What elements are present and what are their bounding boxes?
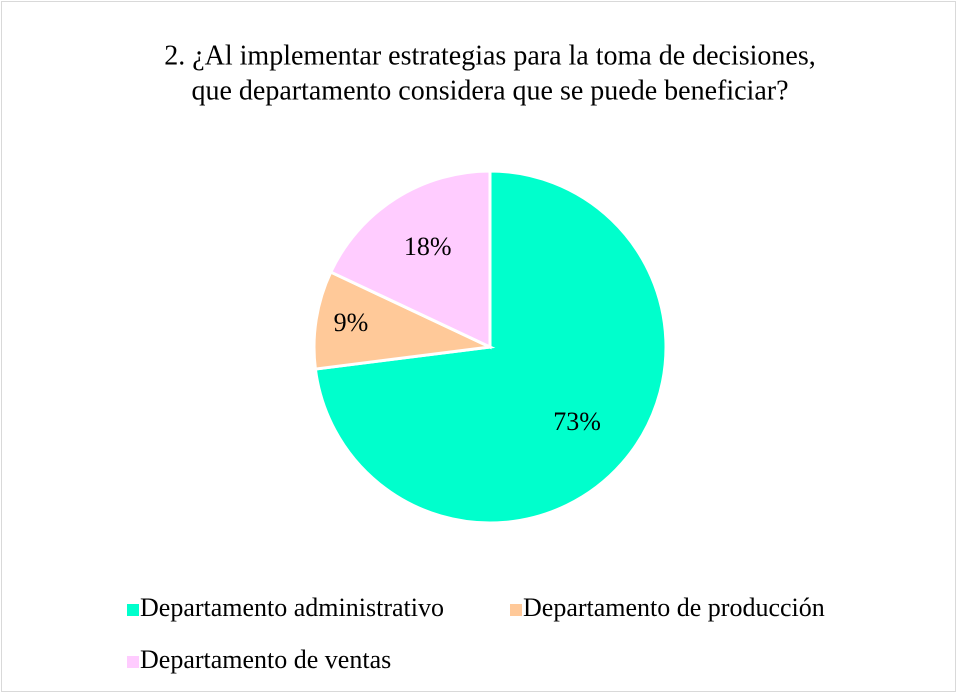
legend-label: Departamento de ventas — [140, 645, 391, 674]
chart-title: 2. ¿Al implementar estrategias para la t… — [164, 40, 816, 71]
data-label: 18% — [404, 232, 452, 261]
legend-swatch — [127, 604, 139, 616]
data-label: 73% — [553, 407, 601, 436]
pie-slice — [328, 169, 492, 350]
chart-title: que departamento considera que se puede … — [191, 75, 788, 106]
legend-label: Departamento de producción — [523, 593, 825, 622]
legend-swatch — [127, 656, 139, 668]
legend-label: Departamento administrativo — [140, 593, 444, 622]
pie-slice — [312, 270, 496, 371]
legend-swatch — [510, 604, 522, 616]
data-label: 9% — [334, 308, 369, 337]
